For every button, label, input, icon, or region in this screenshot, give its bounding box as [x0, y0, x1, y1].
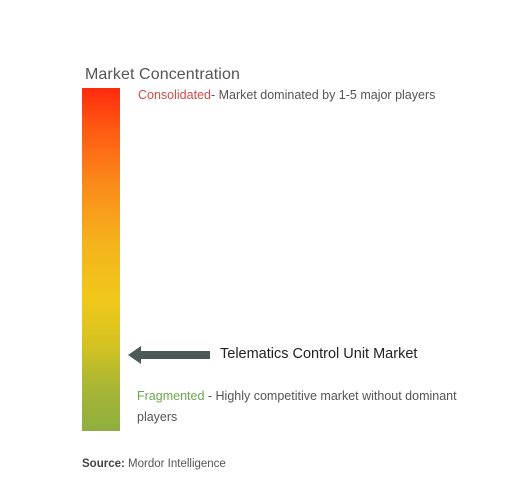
fragmented-description: Fragmented - Highly competitive market w… — [137, 386, 477, 428]
chart-title: Market Concentration — [85, 66, 240, 83]
market-label: Telematics Control Unit Market — [220, 346, 418, 362]
concentration-gradient-bar — [82, 88, 120, 431]
fragmented-text: - Highly competitive market without domi… — [137, 389, 457, 424]
source-credit: Source: Mordor Intelligence — [82, 458, 226, 470]
market-arrow-icon — [128, 346, 210, 364]
consolidated-label: Consolidated — [138, 88, 211, 102]
arrow-head — [128, 346, 210, 364]
fragmented-label: Fragmented — [137, 389, 205, 403]
consolidated-description: Consolidated- Market dominated by 1-5 ma… — [138, 88, 435, 102]
source-value: Mordor Intelligence — [128, 458, 226, 470]
source-label: Source: — [82, 458, 125, 470]
consolidated-text: - Market dominated by 1-5 major players — [210, 88, 436, 102]
